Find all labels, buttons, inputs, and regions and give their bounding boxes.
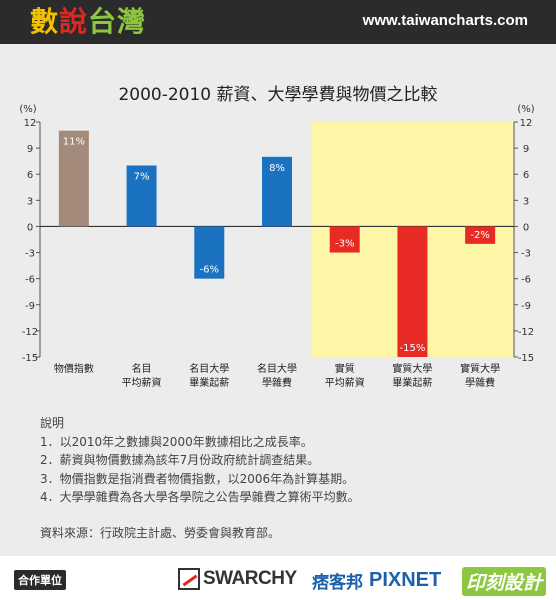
swarchy-mark-icon	[178, 568, 200, 590]
y-tick-label-right: -15	[518, 353, 534, 364]
y-tick-label-left: -3	[25, 249, 35, 260]
partner-label: 合作單位	[14, 570, 66, 590]
note-item: 1．以2010年之數據與2000年數據相比之成長率。	[40, 434, 313, 449]
brand-char: 灣	[117, 5, 147, 38]
header: 數說台灣 www.taiwancharts.com	[0, 0, 556, 44]
pixnet-logo-en: PIXNET	[369, 569, 442, 591]
x-category-label: 平均薪資	[122, 377, 162, 389]
y-tick-label-right: 3	[523, 196, 529, 207]
brand-char: 數	[30, 5, 60, 38]
y-tick-label-right: -3	[521, 249, 531, 260]
x-category-label: 實質大學	[460, 362, 500, 375]
note-item: 2．薪資與物價數據為該年7月份政府統計調查結果。	[40, 453, 320, 467]
bar	[126, 165, 157, 227]
bar	[397, 226, 428, 357]
x-category-label: 學雜費	[465, 376, 495, 389]
bar	[465, 226, 496, 244]
bar	[58, 130, 89, 227]
brand-logo[interactable]: 數說台灣	[30, 3, 146, 41]
y-tick-label-right: 0	[523, 222, 529, 233]
y-tick-label-right: -12	[518, 327, 534, 338]
design-logo[interactable]: 印刻設計	[462, 567, 547, 596]
footer: 合作單位 SWARCHY 痞客邦 PIXNET 印刻設計	[0, 556, 556, 600]
pixnet-logo-cn: 痞客邦	[312, 573, 363, 593]
y-tick-label-right: -9	[521, 301, 531, 312]
site-url[interactable]: www.taiwancharts.com	[362, 12, 528, 29]
y-tick-label-right: 12	[520, 118, 533, 129]
y-tick-label-right: 6	[523, 170, 529, 181]
y-tick-label-left: 6	[27, 170, 33, 181]
brand-char: 說	[59, 5, 89, 38]
bar-value-label: -3%	[335, 239, 354, 250]
notes: 說明 1．以2010年之數據與2000年數據相比之成長率。 2．薪資與物價數據為…	[40, 414, 360, 542]
x-category-label: 名目大學	[189, 362, 229, 375]
x-category-label: 物價指數	[54, 362, 94, 375]
x-category-label: 畢業起薪	[189, 376, 229, 389]
x-category-label: 畢業起薪	[392, 376, 432, 389]
y-tick-label-left: -12	[22, 327, 38, 338]
y-tick-label-right: 9	[523, 144, 529, 155]
x-category-label: 平均薪資	[325, 377, 365, 389]
bar-chart: (%) (%) 12 12 9 9 6 6 3 3 0 0 -3 -3 -6 -6 -9 -9 -12 -12 -15 -…	[19, 104, 534, 389]
notes-heading: 說明	[40, 416, 65, 430]
y-unit-right: (%)	[517, 104, 534, 115]
bar	[194, 226, 225, 279]
y-tick-label-left: 12	[24, 118, 37, 129]
x-category-label: 學雜費	[262, 376, 292, 389]
bar	[262, 156, 292, 227]
y-tick-label-left: 3	[27, 196, 33, 207]
y-tick-label-left: 0	[27, 222, 33, 233]
y-tick-label-left: 9	[27, 144, 33, 155]
bar-value-label: 8%	[269, 163, 285, 174]
brand-char: 台	[88, 5, 118, 38]
y-tick-label-right: -6	[521, 275, 531, 286]
chart-title: 2000-2010 薪資、大學學費與物價之比較	[118, 85, 438, 105]
bar-value-label: -6%	[200, 265, 219, 276]
x-category-label: 實質	[335, 362, 355, 375]
bar-value-label: 11%	[63, 137, 85, 148]
note-item: 4．大學學雜費為各大學各學院之公告學雜費之算術平均數。	[40, 490, 360, 504]
pixnet-logo[interactable]: 痞客邦 PIXNET	[312, 568, 441, 593]
bar-value-label: -2%	[470, 230, 489, 241]
swarchy-logo-text: SWARCHY	[203, 568, 297, 589]
bar	[329, 226, 360, 253]
bar-value-label: -15%	[400, 343, 426, 354]
x-category-label: 名目大學	[257, 362, 297, 375]
x-category-label: 實質大學	[392, 362, 432, 375]
y-unit-left: (%)	[19, 104, 36, 115]
y-tick-label-left: -9	[25, 301, 35, 312]
data-source: 資料來源：行政院主計處、勞委會與教育部。	[40, 525, 281, 540]
bar-value-label: 7%	[134, 172, 150, 183]
y-tick-label-left: -15	[22, 353, 38, 364]
x-category-label: 名目	[132, 362, 152, 375]
y-tick-label-left: -6	[25, 275, 35, 286]
note-item: 3．物價指數是指消費者物價指數，以2006年為計算基期。	[40, 471, 355, 486]
swarchy-logo[interactable]: SWARCHY	[178, 566, 297, 592]
